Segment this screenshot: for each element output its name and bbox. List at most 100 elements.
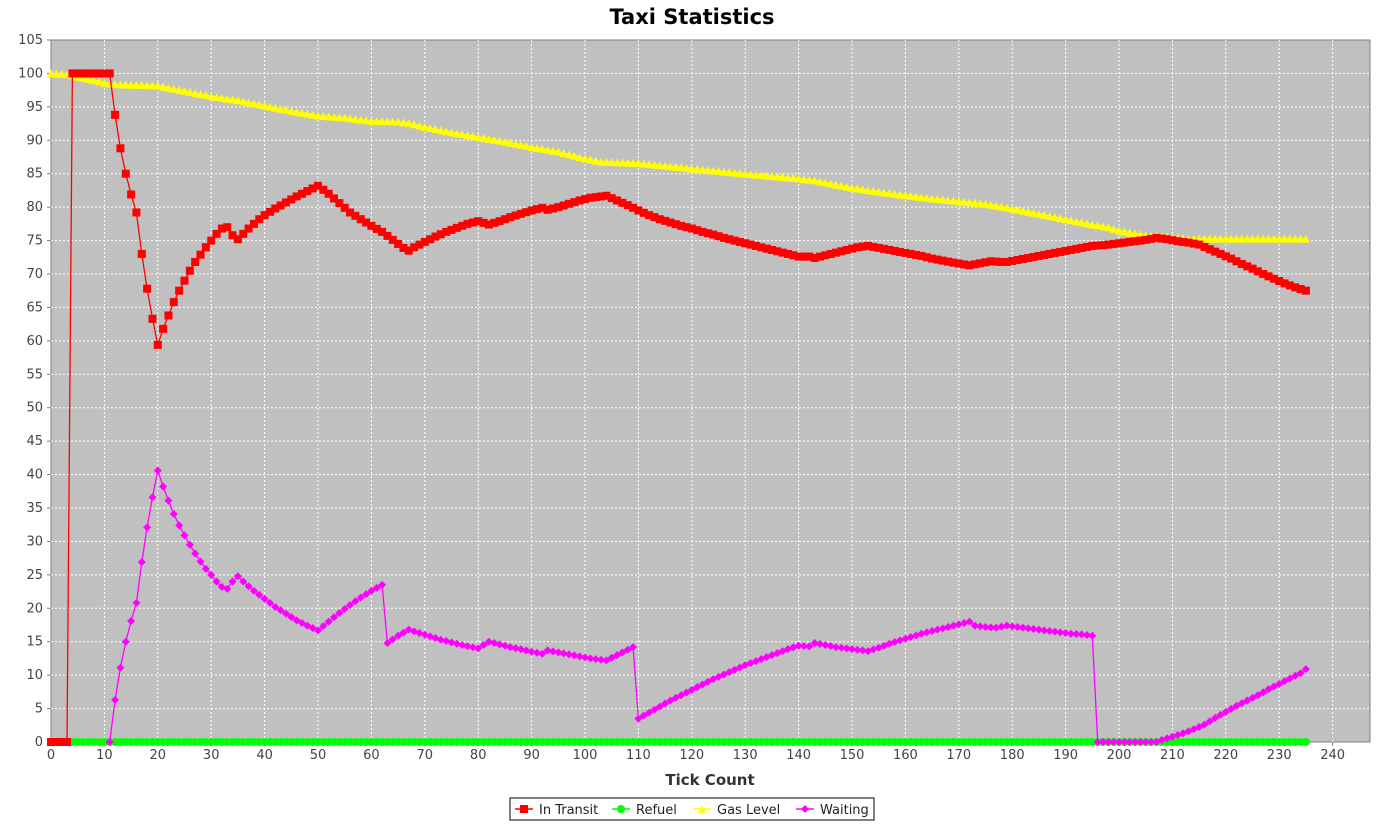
data-point bbox=[970, 260, 979, 269]
x-tick-label: 230 bbox=[1267, 748, 1292, 763]
data-point bbox=[805, 252, 814, 261]
data-point bbox=[452, 129, 461, 138]
data-point bbox=[265, 598, 274, 607]
data-point bbox=[1275, 234, 1284, 243]
data-point bbox=[495, 640, 504, 649]
data-point bbox=[191, 549, 200, 558]
data-point bbox=[698, 165, 707, 174]
data-point bbox=[666, 162, 675, 171]
data-point bbox=[597, 192, 606, 201]
axes: 0 10 20 30 40 50 60 70 80 90 100 110 120 130 140 150 160… bbox=[18, 33, 1345, 763]
data-point bbox=[228, 231, 237, 240]
data-point bbox=[1200, 242, 1209, 251]
data-point bbox=[671, 162, 680, 171]
data-point bbox=[767, 245, 776, 254]
data-point bbox=[463, 219, 472, 228]
data-point bbox=[1018, 254, 1027, 263]
data-point bbox=[922, 193, 931, 202]
data-point bbox=[516, 140, 525, 149]
data-point bbox=[260, 594, 269, 603]
data-point bbox=[597, 157, 606, 166]
data-point bbox=[1120, 738, 1129, 746]
y-tick-label: 60 bbox=[26, 334, 43, 349]
data-point bbox=[650, 705, 659, 714]
x-tick-label: 130 bbox=[733, 748, 758, 763]
data-point bbox=[703, 677, 712, 686]
data-point bbox=[111, 80, 120, 89]
data-point bbox=[890, 189, 899, 198]
data-point bbox=[1253, 691, 1262, 700]
data-point bbox=[1013, 205, 1022, 214]
data-point bbox=[244, 98, 253, 107]
data-point bbox=[175, 521, 184, 530]
data-point bbox=[810, 639, 819, 648]
data-point bbox=[1291, 234, 1300, 243]
data-point bbox=[388, 117, 397, 126]
data-point bbox=[223, 94, 232, 103]
data-point bbox=[89, 76, 98, 85]
data-point bbox=[265, 207, 274, 216]
data-point bbox=[725, 168, 734, 177]
data-point bbox=[474, 644, 483, 653]
data-point bbox=[442, 127, 451, 136]
data-point bbox=[297, 189, 306, 198]
data-point bbox=[239, 97, 248, 106]
data-point bbox=[324, 617, 333, 626]
x-tick-label: 220 bbox=[1213, 748, 1238, 763]
data-point bbox=[1275, 277, 1284, 286]
data-point bbox=[1301, 286, 1310, 295]
data-point bbox=[1296, 234, 1305, 243]
x-tick-label: 50 bbox=[310, 748, 327, 763]
data-point bbox=[890, 246, 899, 255]
series-in-transit bbox=[47, 69, 1310, 746]
data-point bbox=[949, 196, 958, 205]
data-point bbox=[436, 635, 445, 644]
data-point bbox=[575, 196, 584, 205]
data-point bbox=[570, 151, 579, 160]
data-point bbox=[1066, 216, 1075, 225]
data-point bbox=[564, 199, 573, 208]
data-point bbox=[1285, 234, 1294, 243]
data-point bbox=[314, 626, 323, 635]
data-point bbox=[938, 256, 947, 265]
data-point bbox=[703, 165, 712, 174]
data-point bbox=[506, 643, 515, 652]
data-point bbox=[714, 232, 723, 241]
data-point bbox=[1205, 717, 1214, 726]
data-point bbox=[474, 132, 483, 141]
data-point bbox=[394, 117, 403, 126]
data-point bbox=[901, 248, 910, 257]
data-point bbox=[714, 167, 723, 176]
data-point bbox=[1088, 220, 1097, 229]
data-point bbox=[992, 257, 1001, 266]
data-point bbox=[853, 645, 862, 654]
legend-item: Waiting bbox=[796, 803, 869, 818]
data-point bbox=[271, 103, 280, 112]
data-point bbox=[207, 570, 216, 579]
data-point bbox=[1264, 234, 1273, 243]
data-point bbox=[1002, 621, 1011, 630]
data-point bbox=[143, 523, 152, 532]
data-point bbox=[1077, 243, 1086, 252]
data-point bbox=[132, 598, 141, 607]
data-point bbox=[351, 114, 360, 123]
y-tick-label: 20 bbox=[26, 601, 43, 616]
data-point bbox=[292, 192, 301, 201]
y-tick-label: 85 bbox=[26, 167, 43, 182]
data-point bbox=[896, 190, 905, 199]
data-point bbox=[821, 178, 830, 187]
x-tick-label: 180 bbox=[1000, 748, 1025, 763]
data-point bbox=[276, 606, 285, 615]
data-point bbox=[746, 240, 755, 249]
data-point bbox=[89, 69, 98, 78]
data-point bbox=[1280, 677, 1289, 686]
data-point bbox=[896, 247, 905, 256]
data-point bbox=[928, 627, 937, 636]
data-point bbox=[367, 221, 376, 230]
data-point bbox=[1221, 252, 1230, 261]
data-point bbox=[415, 240, 424, 249]
data-point bbox=[698, 227, 707, 236]
data-point bbox=[169, 298, 178, 307]
data-point bbox=[196, 90, 205, 99]
data-point bbox=[116, 144, 125, 153]
